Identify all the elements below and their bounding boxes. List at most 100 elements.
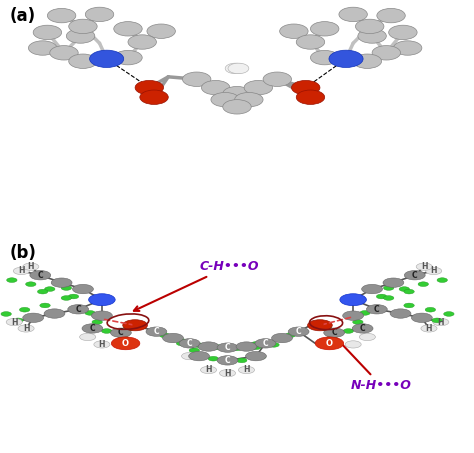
Circle shape <box>85 311 95 315</box>
Text: H: H <box>23 324 29 333</box>
Circle shape <box>68 304 89 314</box>
Circle shape <box>399 287 410 291</box>
Circle shape <box>339 7 367 22</box>
Circle shape <box>13 267 29 275</box>
Circle shape <box>213 345 223 350</box>
Circle shape <box>69 54 97 68</box>
Circle shape <box>23 313 44 323</box>
Circle shape <box>310 22 339 36</box>
Text: C: C <box>263 339 268 348</box>
Circle shape <box>47 9 76 23</box>
Circle shape <box>324 328 345 337</box>
Circle shape <box>272 333 292 343</box>
Text: H: H <box>27 262 34 271</box>
Circle shape <box>411 313 432 323</box>
Circle shape <box>69 19 97 34</box>
Text: O: O <box>326 339 333 348</box>
Circle shape <box>225 63 246 74</box>
Circle shape <box>288 327 309 336</box>
Circle shape <box>176 341 187 346</box>
Circle shape <box>269 342 279 347</box>
Text: C: C <box>225 356 230 365</box>
Text: C: C <box>90 324 95 333</box>
Circle shape <box>6 318 22 326</box>
Circle shape <box>30 270 51 280</box>
Circle shape <box>343 311 364 320</box>
Circle shape <box>251 342 261 347</box>
Circle shape <box>376 294 387 299</box>
Circle shape <box>66 29 95 43</box>
Text: H: H <box>99 340 105 349</box>
Text: N: N <box>98 295 106 304</box>
Circle shape <box>201 366 217 374</box>
Circle shape <box>359 333 375 341</box>
Circle shape <box>310 50 339 65</box>
Circle shape <box>194 343 204 347</box>
Text: H: H <box>426 324 432 333</box>
Text: H: H <box>18 266 25 275</box>
Circle shape <box>26 282 36 286</box>
Circle shape <box>340 294 366 306</box>
Circle shape <box>383 296 394 300</box>
Circle shape <box>389 25 417 39</box>
Circle shape <box>135 81 164 95</box>
Circle shape <box>236 342 257 351</box>
Text: C: C <box>412 271 418 280</box>
Text: (a): (a) <box>9 7 36 25</box>
Circle shape <box>308 320 332 331</box>
Text: H: H <box>430 266 437 275</box>
Circle shape <box>372 46 401 60</box>
Circle shape <box>94 341 110 348</box>
Text: H: H <box>438 318 444 327</box>
Circle shape <box>444 312 454 316</box>
Circle shape <box>82 324 103 333</box>
Circle shape <box>327 336 337 340</box>
Text: C-H•••O: C-H•••O <box>134 260 259 311</box>
Circle shape <box>383 278 404 287</box>
Circle shape <box>390 309 411 318</box>
Circle shape <box>433 318 449 326</box>
Circle shape <box>19 308 30 312</box>
Circle shape <box>343 329 354 333</box>
Circle shape <box>232 346 242 351</box>
Circle shape <box>432 318 442 323</box>
Circle shape <box>92 320 102 324</box>
Circle shape <box>358 29 386 43</box>
Circle shape <box>362 284 383 294</box>
Circle shape <box>123 327 133 331</box>
Circle shape <box>61 286 72 290</box>
Circle shape <box>211 92 239 107</box>
Circle shape <box>296 35 325 49</box>
Circle shape <box>235 92 263 107</box>
Circle shape <box>68 294 79 299</box>
Circle shape <box>90 50 124 67</box>
Circle shape <box>223 87 251 101</box>
Circle shape <box>179 339 200 348</box>
Circle shape <box>189 352 210 361</box>
Circle shape <box>51 278 72 287</box>
Text: N-H•••O: N-H•••O <box>331 333 411 392</box>
Circle shape <box>356 19 384 34</box>
Circle shape <box>248 352 264 360</box>
Circle shape <box>360 311 370 315</box>
Circle shape <box>255 339 276 348</box>
Circle shape <box>418 282 428 286</box>
Circle shape <box>292 81 320 95</box>
Circle shape <box>251 345 261 350</box>
Circle shape <box>383 286 394 290</box>
Circle shape <box>404 289 414 294</box>
Circle shape <box>128 35 156 49</box>
Circle shape <box>1 312 11 316</box>
Text: C: C <box>37 271 43 280</box>
Circle shape <box>28 41 57 55</box>
Circle shape <box>182 72 211 87</box>
Circle shape <box>263 72 292 87</box>
Circle shape <box>208 357 219 361</box>
Circle shape <box>182 352 198 360</box>
Circle shape <box>198 342 219 351</box>
Circle shape <box>40 303 50 308</box>
Circle shape <box>163 333 183 343</box>
Circle shape <box>101 329 112 333</box>
Circle shape <box>91 311 112 320</box>
Text: C: C <box>154 327 159 336</box>
